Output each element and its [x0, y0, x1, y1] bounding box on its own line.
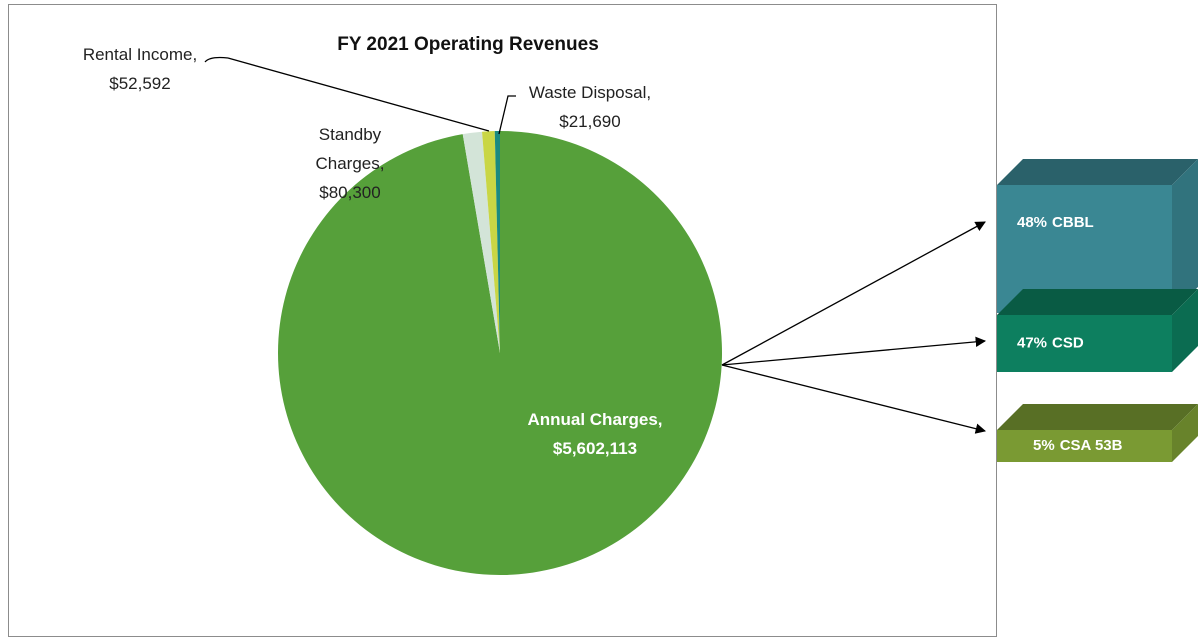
breakdown: 48% CBBL 47% CSD 5% CSA 53B [997, 159, 1198, 462]
box-label: 5% CSA 53B [1033, 437, 1123, 454]
value-label: $5,602,113 [552, 439, 638, 458]
data-label: Standby Charges, $80,300 [305, 120, 395, 207]
box [997, 289, 1198, 372]
leader-line [204, 56, 490, 132]
box-label: 48% CBBL [1017, 214, 1094, 231]
pie [278, 131, 722, 575]
percent-label: 47% [1017, 334, 1047, 351]
percent-label: 48% [1017, 214, 1047, 231]
category-label: Standby Charges, [315, 125, 385, 173]
leader-line [498, 95, 516, 135]
box-top [997, 404, 1198, 430]
pie-slice [494, 131, 500, 353]
box-top [997, 159, 1198, 185]
arrows [721, 221, 987, 434]
data-label: Waste Disposal, $21,690 [505, 78, 675, 136]
arrow [721, 221, 986, 366]
pie-slice [482, 131, 500, 353]
box-side [1172, 404, 1198, 462]
data-label: Rental Income, $52,592 [60, 40, 220, 98]
value-label: $21,690 [559, 112, 621, 131]
category-label: CBBL [1052, 214, 1094, 231]
arrow [721, 364, 987, 434]
percent-label: 5% [1033, 437, 1055, 454]
arrow [721, 336, 987, 366]
category-label: CSD [1052, 334, 1084, 351]
box-side [1172, 289, 1198, 372]
box-side [1172, 159, 1198, 313]
category-label: Waste Disposal, [528, 83, 652, 102]
box-front [997, 315, 1172, 372]
value-label: $52,592 [109, 74, 171, 93]
value-label: $80,300 [319, 183, 381, 202]
category-label: Annual Charges, [527, 410, 663, 429]
chart-title: FY 2021 Operating Revenues [337, 34, 599, 55]
category-label: CSA 53B [1060, 437, 1123, 454]
pie-slice [462, 131, 500, 353]
box-top [997, 289, 1198, 315]
category-label: Rental Income, [82, 45, 198, 64]
box-label: 47% CSD [1017, 334, 1084, 351]
data-label: Annual Charges, $5,602,113 [505, 405, 685, 463]
box-front [997, 430, 1172, 462]
box [997, 404, 1198, 462]
